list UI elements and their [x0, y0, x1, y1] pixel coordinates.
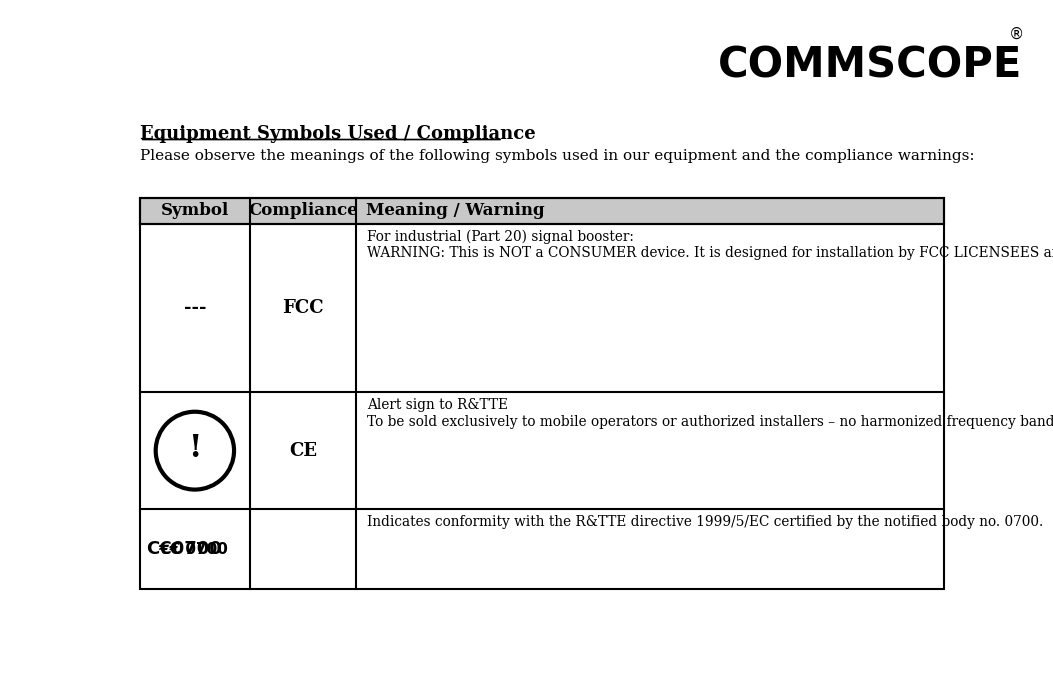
- Text: For industrial (Part 20) signal booster:
WARNING: This is NOT a CONSUMER device.: For industrial (Part 20) signal booster:…: [366, 230, 1053, 260]
- Text: Equipment Symbols Used / Compliance: Equipment Symbols Used / Compliance: [140, 125, 536, 143]
- Text: Meaning / Warning: Meaning / Warning: [365, 202, 544, 219]
- Text: Please observe the meanings of the following symbols used in our equipment and t: Please observe the meanings of the follo…: [140, 150, 974, 163]
- Text: ---: ---: [183, 299, 206, 317]
- Text: ®: ®: [1009, 27, 1025, 42]
- Text: Alert sign to R&TTE
To be sold exclusively to mobile operators or authorized ins: Alert sign to R&TTE To be sold exclusive…: [366, 398, 1053, 429]
- Text: Indicates conformity with the R&TTE directive 1999/5/EC certified by the notifie: Indicates conformity with the R&TTE dire…: [366, 515, 1042, 529]
- Text: !: !: [188, 433, 201, 464]
- Text: ε€ 0700: ε€ 0700: [161, 542, 229, 557]
- Text: Symbol: Symbol: [161, 202, 229, 219]
- Text: C€0700: C€0700: [146, 541, 222, 558]
- Bar: [140, 197, 943, 590]
- Bar: [140, 197, 943, 224]
- Text: FCC: FCC: [282, 299, 324, 317]
- Text: CE: CE: [289, 441, 317, 460]
- Text: COMMSCOPE: COMMSCOPE: [717, 44, 1021, 86]
- Text: Compliance: Compliance: [249, 202, 358, 219]
